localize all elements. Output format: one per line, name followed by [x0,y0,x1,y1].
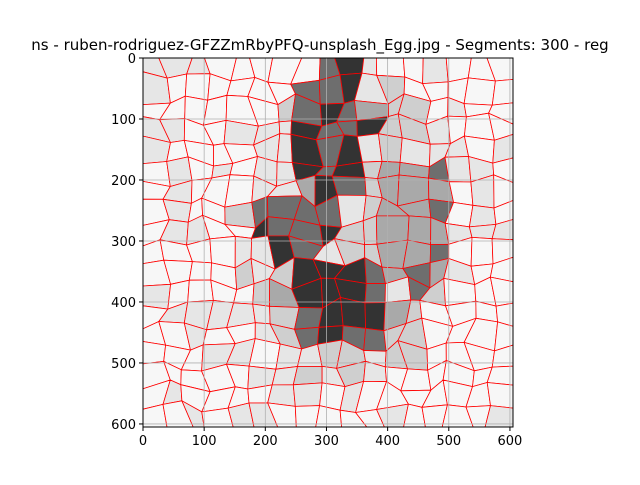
segment [492,133,513,164]
segment [315,405,343,427]
segment [489,256,513,283]
segment [407,215,432,246]
segment [292,382,323,407]
segment [422,58,449,85]
segment [489,276,513,307]
segment [363,327,387,352]
segment [465,405,492,427]
segment [486,58,513,82]
segment [224,201,256,229]
segment [331,175,367,196]
y-axis: 0 100 200 300 400 500 600 [111,52,513,433]
segment [364,302,386,332]
x-tick-label: 200 [253,434,278,449]
segment [468,204,497,228]
segment [377,133,403,163]
segment [491,219,513,241]
x-tick-label: 400 [375,434,400,449]
segment [486,382,513,409]
y-tick-label: 400 [111,296,136,311]
x-axis: 0 100 200 300 400 500 600 [139,58,522,449]
segment [375,215,410,245]
y-tick-label: 600 [111,418,136,433]
segment [181,399,205,427]
segment [224,174,255,208]
segment [376,239,409,269]
segment [403,403,426,427]
segment [187,279,214,303]
segment [162,400,194,427]
x-tick-label: 100 [192,434,217,449]
segment [278,120,292,135]
chart-title: ns - ruben-rodriguez-GFZZmRbyPFQ-unsplas… [31,36,608,55]
x-tick-label: 500 [436,434,461,449]
segment [484,405,513,427]
segment [463,77,496,106]
segment [248,402,279,427]
segment [292,365,323,386]
segment [267,402,297,427]
segment [293,307,324,330]
segment [468,223,497,240]
segment [201,407,234,427]
plot-frame [142,57,514,428]
segment [143,403,168,427]
segment [488,112,513,141]
x-tick-label: 300 [314,434,339,449]
y-tick-label: 300 [111,235,136,250]
x-tick-label: 0 [139,434,147,449]
segment [441,404,474,427]
segment [339,409,368,427]
segment [494,321,513,352]
segment [491,78,513,106]
segment [364,283,386,304]
segment [143,283,172,310]
segment [294,405,321,427]
segment [354,409,385,427]
segment [362,215,378,246]
segment [188,261,212,281]
y-tick-label: 0 [128,52,136,67]
plot-area [143,58,513,427]
y-tick-label: 100 [111,113,136,128]
segment [334,58,365,76]
x-tick-label: 600 [498,434,523,449]
segment [276,133,293,163]
segment [376,403,409,427]
segment [486,365,513,386]
segment [495,302,513,327]
segment [361,58,378,76]
segment [421,404,448,427]
segment [493,200,513,225]
segment [470,236,494,267]
segment [252,303,271,325]
segment [491,344,513,368]
y-tick-label: 500 [111,357,136,372]
segment [227,402,255,427]
segment [184,73,211,101]
segment [375,58,406,78]
segment [143,341,167,365]
segment [491,238,513,265]
y-tick-label: 200 [111,174,136,189]
